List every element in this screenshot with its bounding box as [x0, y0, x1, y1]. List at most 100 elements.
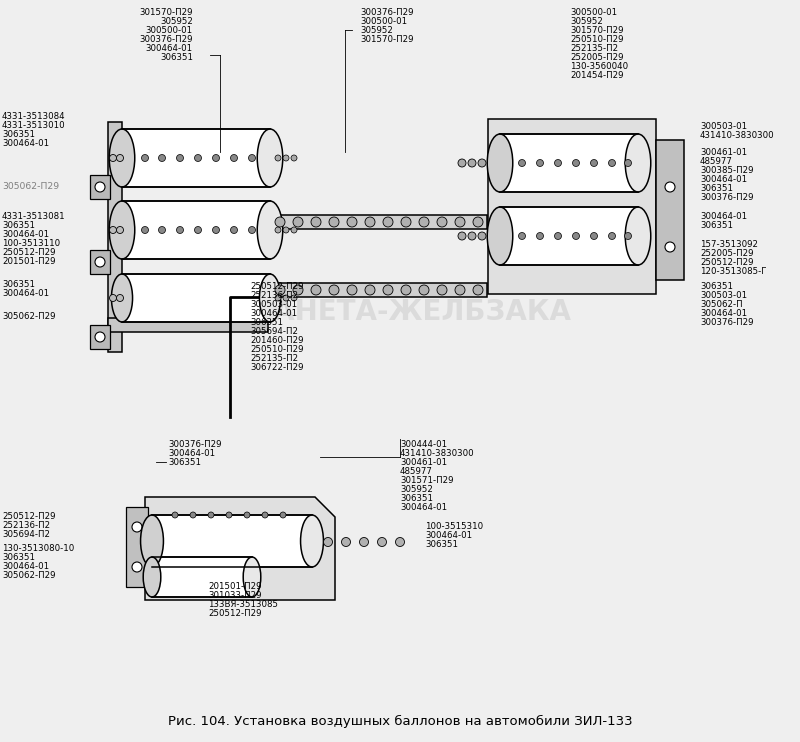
Text: 100-3515310: 100-3515310: [425, 522, 483, 531]
Circle shape: [359, 537, 369, 547]
Ellipse shape: [487, 207, 513, 265]
Text: 133ВЯ-3513085: 133ВЯ-3513085: [208, 600, 278, 609]
Circle shape: [518, 160, 526, 166]
Circle shape: [437, 285, 447, 295]
Text: 306351: 306351: [2, 280, 35, 289]
Text: 305062-П29: 305062-П29: [2, 182, 59, 191]
Circle shape: [625, 232, 631, 240]
Circle shape: [395, 537, 405, 547]
Text: 300464-01: 300464-01: [2, 562, 49, 571]
Text: 306351: 306351: [160, 53, 193, 62]
Text: 300500-01: 300500-01: [570, 8, 617, 17]
Circle shape: [291, 295, 297, 301]
Text: 252005-П29: 252005-П29: [570, 53, 623, 62]
Circle shape: [383, 217, 393, 227]
Circle shape: [468, 159, 476, 167]
Text: 301570-П29: 301570-П29: [139, 8, 193, 17]
Circle shape: [275, 227, 281, 233]
Circle shape: [230, 154, 238, 162]
Circle shape: [132, 522, 142, 532]
Circle shape: [275, 155, 281, 161]
Bar: [500, 207, 638, 265]
Circle shape: [455, 285, 465, 295]
Ellipse shape: [111, 274, 133, 322]
Text: 306722-П29: 306722-П29: [250, 363, 303, 372]
Text: 252005-П29: 252005-П29: [700, 249, 754, 258]
Text: 300464-01: 300464-01: [168, 449, 215, 458]
Text: 252136-П2: 252136-П2: [250, 291, 298, 300]
Bar: [90, 325, 110, 349]
Circle shape: [518, 232, 526, 240]
Circle shape: [609, 160, 615, 166]
Circle shape: [573, 160, 579, 166]
Text: 4331-3513081: 4331-3513081: [2, 212, 66, 221]
Ellipse shape: [487, 134, 513, 192]
Circle shape: [177, 154, 183, 162]
Circle shape: [478, 159, 486, 167]
Text: 300464-01: 300464-01: [700, 212, 747, 221]
Bar: [108, 122, 122, 352]
Ellipse shape: [258, 201, 282, 259]
Circle shape: [95, 332, 105, 342]
Text: 306351: 306351: [2, 553, 35, 562]
Circle shape: [665, 242, 675, 252]
Circle shape: [378, 537, 386, 547]
Text: 485977: 485977: [700, 157, 733, 166]
Text: 305952: 305952: [570, 17, 603, 26]
Circle shape: [244, 512, 250, 518]
Text: 300464-01: 300464-01: [425, 531, 472, 540]
Circle shape: [401, 217, 411, 227]
Circle shape: [117, 226, 123, 234]
Circle shape: [249, 226, 255, 234]
Text: 300464-01: 300464-01: [400, 503, 447, 512]
Text: 306351: 306351: [700, 282, 733, 291]
Circle shape: [365, 217, 375, 227]
Circle shape: [110, 226, 117, 234]
Text: 120-3513085-Г: 120-3513085-Г: [700, 267, 766, 276]
Polygon shape: [145, 497, 335, 600]
Bar: [122, 201, 270, 259]
Circle shape: [419, 217, 429, 227]
Text: 300464-01: 300464-01: [2, 230, 49, 239]
Bar: [152, 515, 312, 567]
Text: 306351: 306351: [168, 458, 201, 467]
Text: 157-3513092: 157-3513092: [700, 240, 758, 249]
Text: 305062-П: 305062-П: [700, 300, 742, 309]
Text: 300500-01: 300500-01: [146, 26, 193, 35]
Text: 301570-П29: 301570-П29: [570, 26, 623, 35]
Bar: [272, 215, 487, 229]
Bar: [126, 507, 148, 587]
Text: 130-3560040: 130-3560040: [570, 62, 628, 71]
Circle shape: [419, 285, 429, 295]
Text: 306351: 306351: [400, 494, 433, 503]
Text: 306351: 306351: [2, 221, 35, 230]
Text: 305952: 305952: [160, 17, 193, 26]
Circle shape: [283, 227, 289, 233]
Circle shape: [275, 295, 281, 301]
Bar: [656, 140, 684, 280]
Circle shape: [437, 217, 447, 227]
Circle shape: [537, 232, 543, 240]
Text: 300464-01: 300464-01: [2, 139, 49, 148]
Ellipse shape: [110, 201, 134, 259]
Ellipse shape: [141, 515, 163, 567]
Text: 300461-01: 300461-01: [400, 458, 447, 467]
Circle shape: [194, 226, 202, 234]
Circle shape: [473, 285, 483, 295]
Circle shape: [283, 155, 289, 161]
Circle shape: [625, 160, 631, 166]
Circle shape: [293, 285, 303, 295]
Text: 300376-П29: 300376-П29: [360, 8, 414, 17]
Circle shape: [329, 285, 339, 295]
Circle shape: [323, 537, 333, 547]
Text: 431410-3830300: 431410-3830300: [700, 131, 774, 140]
Bar: [122, 129, 270, 187]
Circle shape: [458, 232, 466, 240]
Text: 252135-П2: 252135-П2: [570, 44, 618, 53]
Circle shape: [190, 512, 196, 518]
Text: 305694-П2: 305694-П2: [250, 327, 298, 336]
Circle shape: [226, 512, 232, 518]
Text: 201501-П29: 201501-П29: [2, 257, 55, 266]
Circle shape: [262, 512, 268, 518]
Bar: [90, 175, 110, 199]
